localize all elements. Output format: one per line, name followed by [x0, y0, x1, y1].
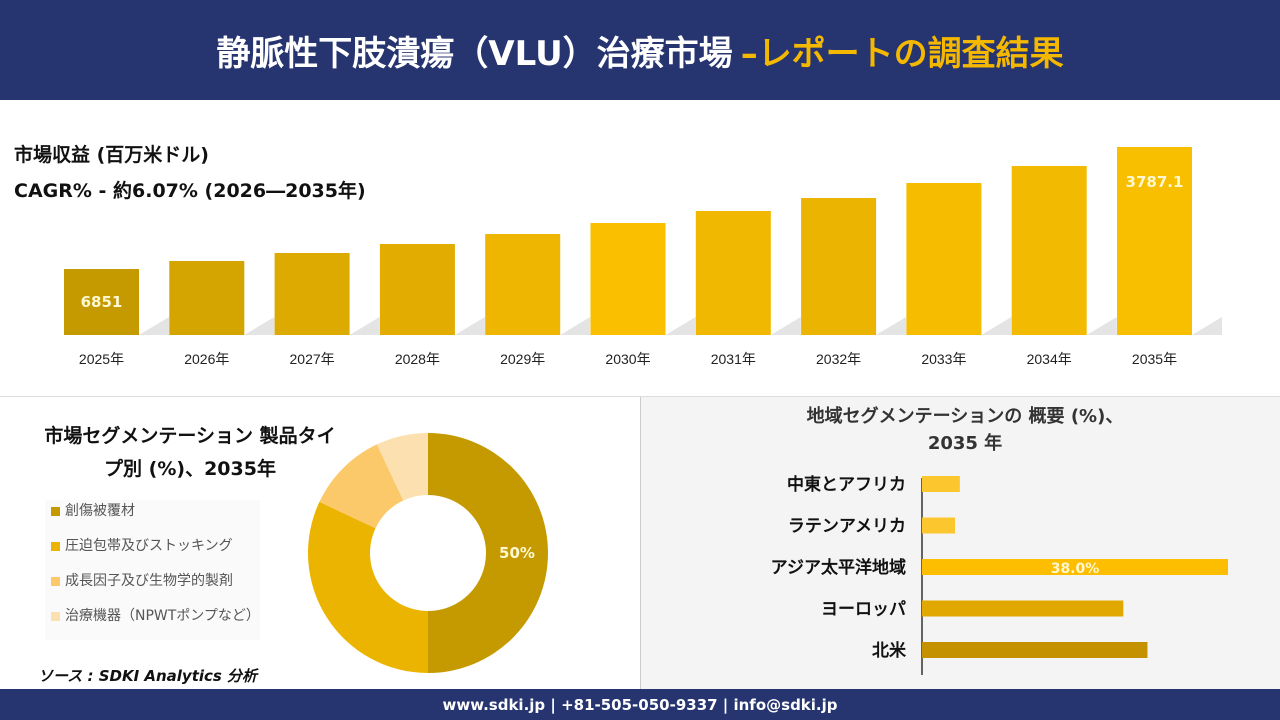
bar: [64, 269, 139, 335]
legend-item: 治療機器（NPWTポンプなど）: [45, 605, 260, 627]
region-panel: [641, 397, 1280, 689]
legend-label: 創傷被覆材: [65, 503, 135, 519]
bar: [1011, 165, 1087, 335]
bar-shadow: [1192, 317, 1222, 335]
x-tick-label: 2026年: [184, 351, 229, 367]
legend-item: 成長因子及び生物学的製剤: [45, 570, 260, 592]
bar-shadow: [876, 317, 907, 335]
x-tick-label: 2032年: [816, 351, 861, 367]
x-tick-label: 2025年: [79, 351, 124, 367]
legend-item: 創傷被覆材: [45, 500, 260, 522]
bar-shadow: [1086, 317, 1117, 335]
region-chart-title: 地域セグメンテーションの 概要 (%)、2035 年: [806, 406, 1124, 454]
legend-item: 圧迫包帯及びストッキング: [45, 535, 260, 557]
x-tick-label: 2033年: [921, 351, 966, 367]
donut-slice: [319, 444, 404, 529]
bar: [695, 210, 771, 335]
x-tick-label: 2027年: [290, 351, 335, 367]
source-note: ソース : SDKI Analytics 分析: [38, 667, 258, 685]
bar-shadow: [454, 317, 485, 335]
x-tick-label: 2028年: [395, 351, 440, 367]
donut-slice: [307, 501, 428, 673]
bar-shadow: [560, 317, 591, 335]
x-tick-label: 2031年: [711, 351, 756, 367]
legend-swatch: [51, 542, 60, 551]
y-tick-label: 中東とアフリカ: [787, 474, 906, 495]
x-tick-label: 2029年: [500, 351, 545, 367]
header-banner: 静脈性下肢潰瘍（VLU）治療市場 –レポートの調査結果: [0, 0, 1280, 100]
bar-shadow: [139, 317, 169, 335]
bar-shadow: [244, 317, 275, 335]
y-tick-label: ラテンアメリカ: [788, 517, 906, 537]
bar: [906, 182, 982, 335]
bar: [922, 600, 1124, 617]
bar: [922, 642, 1148, 658]
legend-label: 治療機器（NPWTポンプなど）: [65, 608, 260, 624]
bar-data-label: 3787.1: [1126, 173, 1184, 191]
legend-label: 成長因子及び生物学的製剤: [65, 573, 233, 589]
legend-swatch: [51, 612, 60, 621]
legend-swatch: [51, 507, 60, 516]
bar: [922, 476, 960, 492]
slice-data-label: 50%: [499, 544, 535, 562]
bar-shadow: [770, 317, 801, 335]
cagr-subtitle: CAGR% - 約6.07% (2026―2035年): [14, 180, 366, 202]
footer-contact: www.sdki.jp | +81-505-050-9337 | info@sd…: [0, 689, 1280, 720]
legend-swatch: [51, 577, 60, 586]
divider: [640, 397, 641, 689]
y-tick-label: アジア太平洋地域: [771, 557, 906, 578]
bar: [801, 197, 877, 335]
bar: [590, 223, 666, 335]
page-title-accent: –レポートの調査結果: [740, 33, 1064, 74]
bar-data-label: 6851: [81, 293, 123, 311]
legend-label: 圧迫包帯及びストッキング: [65, 538, 233, 554]
product-donut-chart: 50%: [307, 433, 548, 673]
donut-legend: 創傷被覆材圧迫包帯及びストッキング 成長因子及び生物学的製剤治療機器（NPWTポン…: [45, 500, 260, 640]
x-tick-label: 2030年: [605, 351, 650, 367]
bar: [1117, 147, 1192, 335]
bar-shadow: [665, 317, 696, 335]
bar: [379, 244, 455, 335]
y-tick-label: 北米: [872, 640, 907, 661]
donut-slice: [376, 433, 428, 501]
revenue-bar-chart: 2025年 6851 2026年 2027年 2028年 2029年 2030年 2031年 2…: [64, 147, 1222, 367]
x-tick-label: 2034年: [1027, 351, 1072, 367]
revenue-chart-title: 市場収益 (百万米ドル): [14, 144, 209, 166]
y-tick-label: ヨーロッパ: [821, 600, 906, 620]
segment-chart-title: 市場セグメンテーション 製品タイプ別 (%)、2035年: [44, 425, 336, 480]
donut-slice: [428, 433, 548, 673]
bar: [169, 260, 245, 335]
divider: [0, 396, 1280, 397]
bar-shadow: [981, 317, 1012, 335]
bar: [922, 517, 956, 534]
bar: [922, 559, 1228, 575]
bar: [485, 234, 561, 335]
bar-data-label: 38.0%: [1051, 561, 1100, 577]
bar: [274, 252, 350, 335]
x-tick-label: 2035年: [1132, 351, 1177, 367]
bar-shadow: [349, 317, 380, 335]
page-title: 静脈性下肢潰瘍（VLU）治療市場: [216, 33, 733, 74]
